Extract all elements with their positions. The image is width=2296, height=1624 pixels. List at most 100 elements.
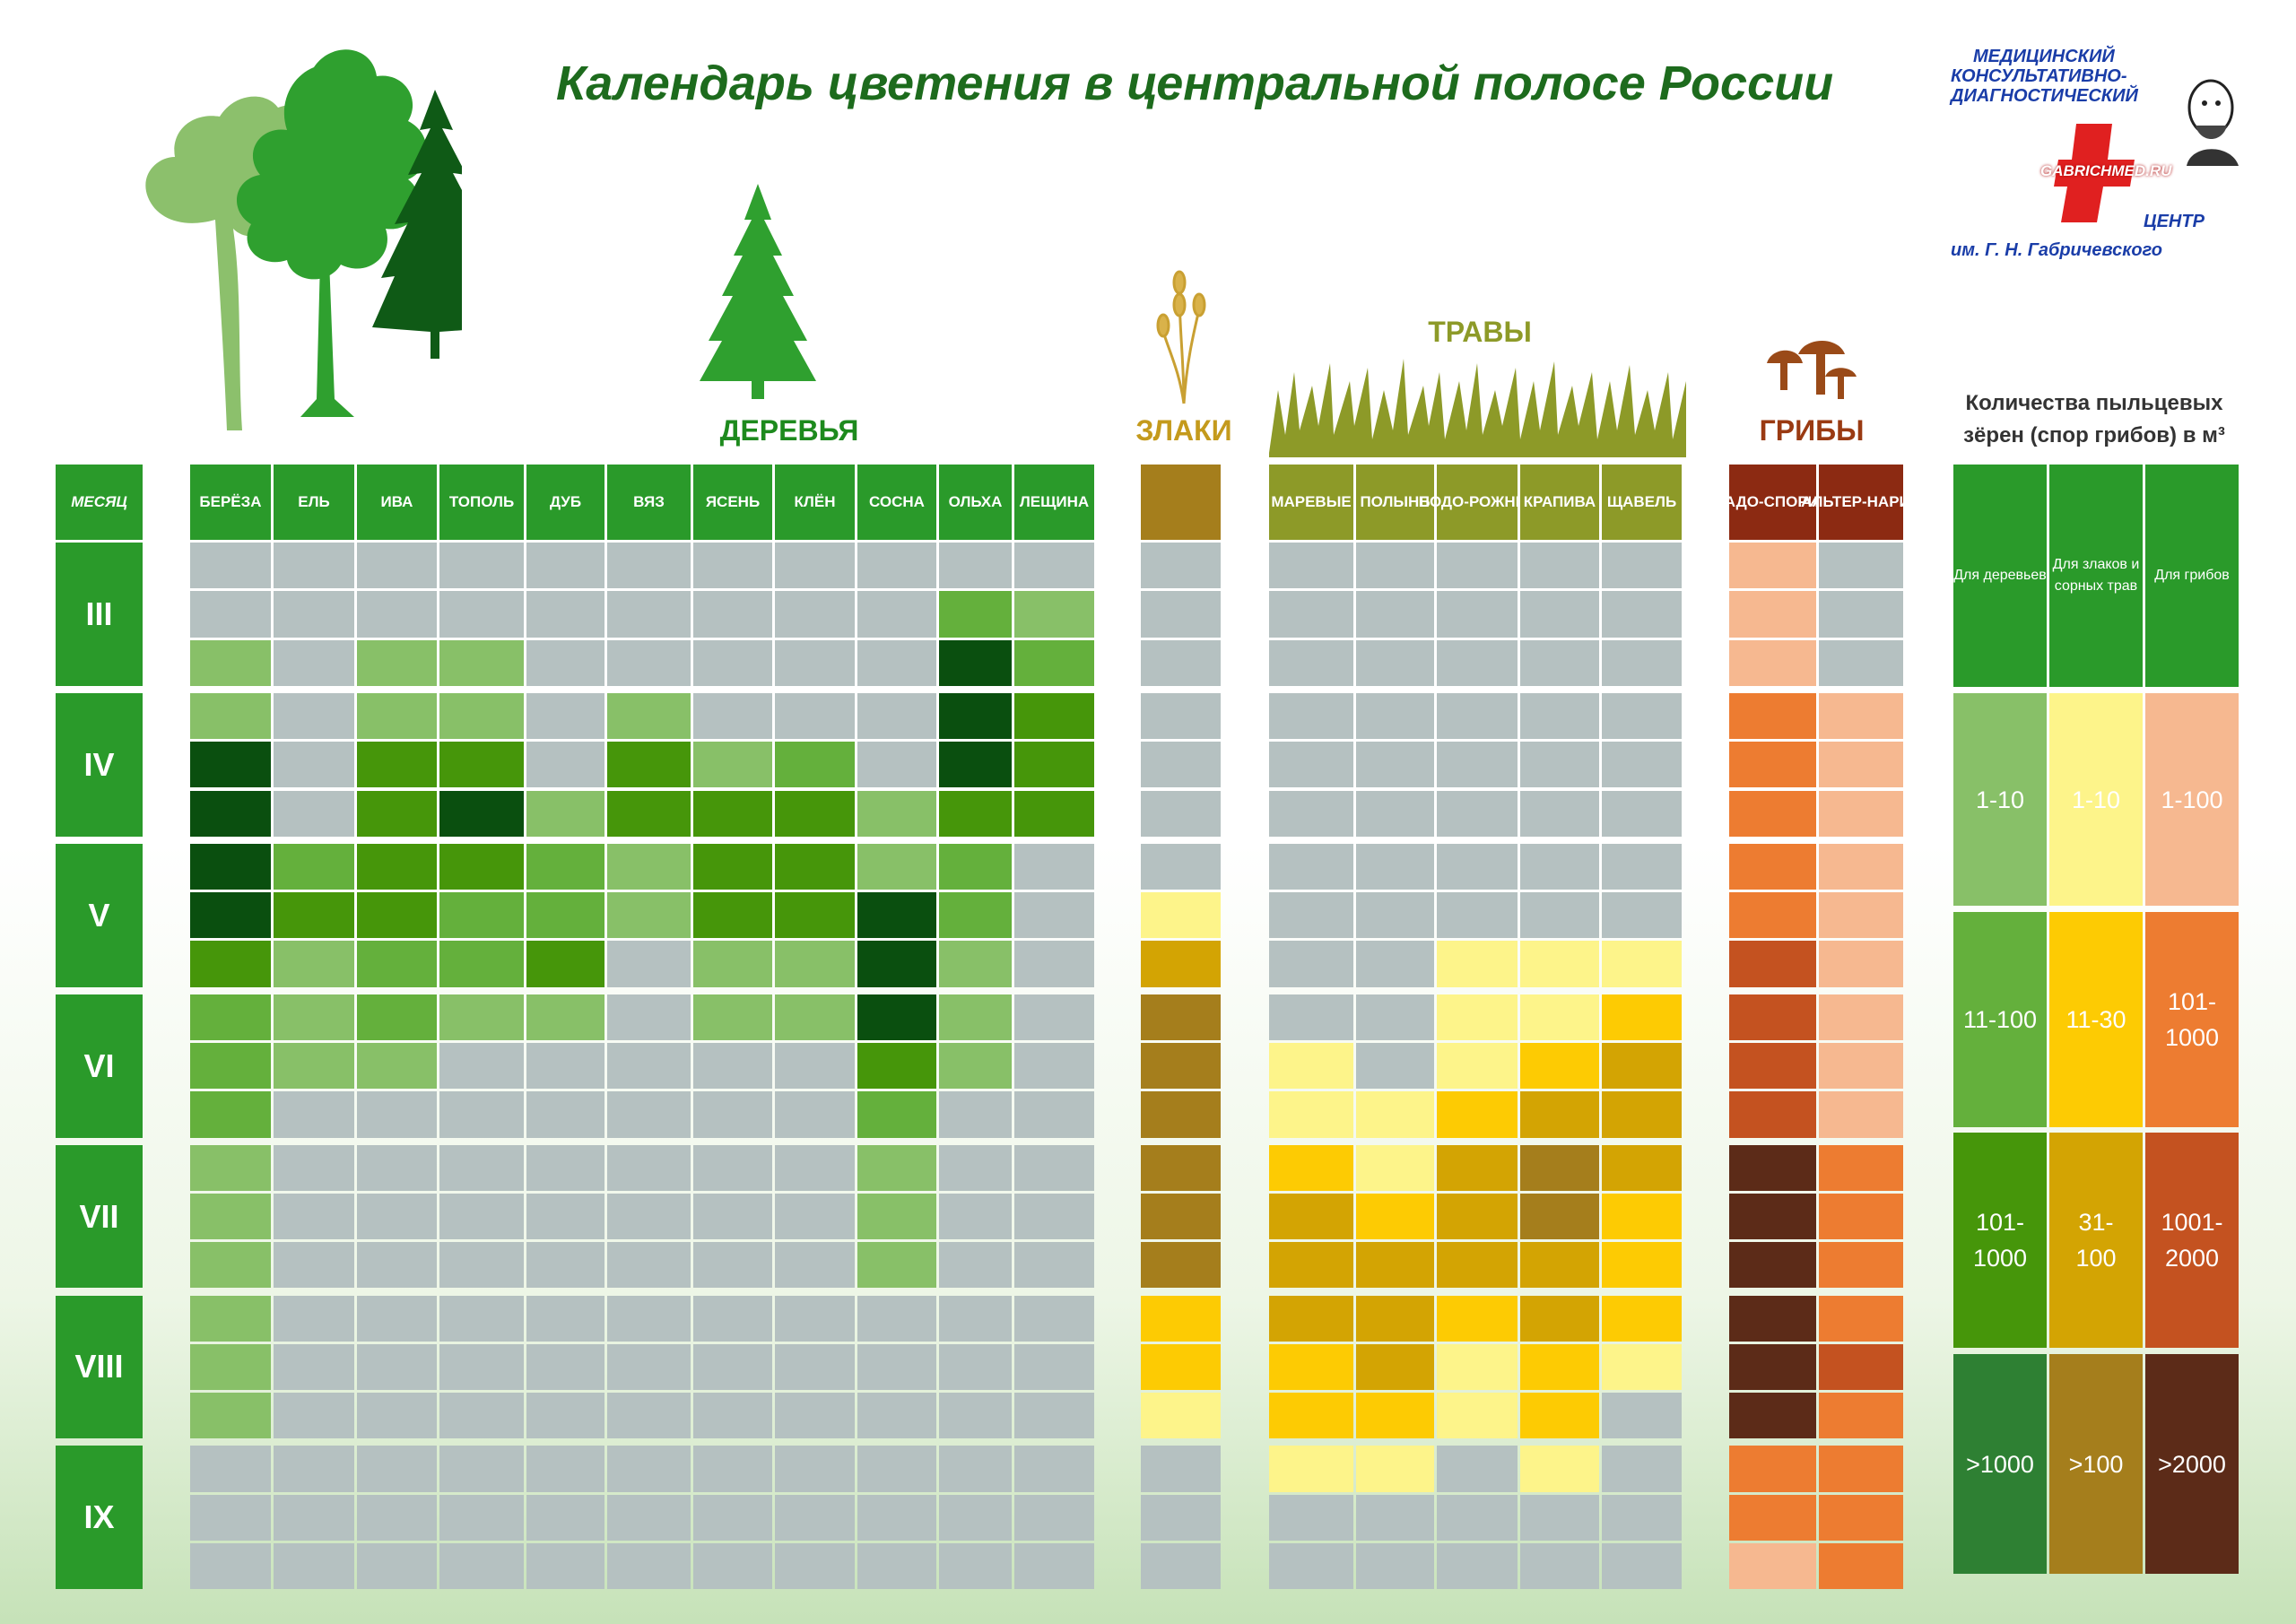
column-header: МАРЕВЫЕ xyxy=(1269,465,1353,540)
heatmap-cell xyxy=(857,1144,936,1191)
heatmap-cell xyxy=(190,591,271,638)
heatmap-cell xyxy=(775,543,855,589)
heatmap-cell xyxy=(526,591,604,638)
heatmap-cell xyxy=(1602,1543,1682,1590)
heatmap-cell xyxy=(939,1091,1012,1138)
heatmap-cell xyxy=(1141,1543,1221,1590)
heatmap-cell xyxy=(693,1193,772,1240)
heatmap-cell xyxy=(1729,994,1816,1040)
heatmap-cell xyxy=(1437,1446,1518,1492)
heatmap-cell xyxy=(1819,1144,1903,1191)
heatmap-cell xyxy=(939,1295,1012,1342)
heatmap-cell xyxy=(1014,1343,1094,1391)
heatmap-cell xyxy=(1729,1543,1816,1590)
heatmap-cell xyxy=(1729,1295,1816,1342)
heatmap-cell xyxy=(939,1343,1012,1391)
heatmap-cell xyxy=(607,1494,691,1541)
legend-cell: 11-100 xyxy=(1953,912,2047,1127)
red-cross-icon xyxy=(2054,124,2135,222)
heatmap-cell xyxy=(1520,892,1599,939)
heatmap-cell xyxy=(693,1494,772,1541)
heatmap-cell xyxy=(693,591,772,638)
heatmap-cell xyxy=(1729,892,1816,939)
heatmap-cell xyxy=(939,1144,1012,1191)
month-label: IX xyxy=(56,1446,143,1590)
heatmap-cell xyxy=(439,1144,524,1191)
heatmap-cell xyxy=(190,843,271,890)
heatmap-cell xyxy=(693,892,772,939)
heatmap-cell xyxy=(526,1393,604,1439)
heatmap-cell xyxy=(1520,1446,1599,1492)
wheat-icon xyxy=(1156,270,1206,404)
heatmap-cell xyxy=(939,1242,1012,1289)
heatmap-cell xyxy=(190,1091,271,1138)
heatmap-cell xyxy=(439,1494,524,1541)
heatmap-cell xyxy=(607,543,691,589)
heatmap-cell xyxy=(274,692,354,740)
heatmap-cell xyxy=(1356,591,1434,638)
heatmap-cell xyxy=(190,543,271,589)
month-label: IV xyxy=(56,692,143,837)
heatmap-cell xyxy=(1602,1343,1682,1391)
heatmap-cell xyxy=(1141,742,1221,788)
heatmap-cell xyxy=(526,892,604,939)
heatmap-cell xyxy=(1520,692,1599,740)
heatmap-cell xyxy=(526,790,604,837)
heatmap-cell xyxy=(1729,1043,1816,1090)
heatmap-cell xyxy=(775,742,855,788)
heatmap-cell xyxy=(1602,1193,1682,1240)
heatmap-cell xyxy=(1520,543,1599,589)
heatmap-cell xyxy=(439,543,524,589)
heatmap-cell xyxy=(190,1446,271,1492)
heatmap-cell xyxy=(526,543,604,589)
heatmap-cell xyxy=(1141,941,1221,987)
heatmap-cell xyxy=(607,1446,691,1492)
heatmap-cell xyxy=(1269,1091,1353,1138)
heatmap-cell xyxy=(1819,639,1903,686)
heatmap-cell xyxy=(857,790,936,837)
heatmap-cell xyxy=(190,1494,271,1541)
heatmap-cell xyxy=(1729,1446,1816,1492)
heatmap-cell xyxy=(1819,1494,1903,1541)
heatmap-cell xyxy=(439,790,524,837)
heatmap-cell xyxy=(190,1193,271,1240)
heatmap-cell xyxy=(526,1091,604,1138)
heatmap-cell xyxy=(1356,1446,1434,1492)
heatmap-cell xyxy=(357,1446,437,1492)
heatmap-cell xyxy=(439,994,524,1040)
legend-cell: 31- 100 xyxy=(2049,1133,2143,1348)
heatmap-cell xyxy=(1356,994,1434,1040)
heatmap-cell xyxy=(1014,941,1094,987)
heatmap-cell xyxy=(190,692,271,740)
heatmap-cell xyxy=(1437,1295,1518,1342)
heatmap-cell xyxy=(607,1295,691,1342)
heatmap-cell xyxy=(857,543,936,589)
heatmap-cell xyxy=(1269,1242,1353,1289)
heatmap-cell xyxy=(775,892,855,939)
heatmap-cell xyxy=(857,1494,936,1541)
heatmap-cell xyxy=(607,892,691,939)
heatmap-cell xyxy=(357,1543,437,1590)
heatmap-cell xyxy=(1729,543,1816,589)
heatmap-cell xyxy=(1437,1193,1518,1240)
heatmap-cell xyxy=(1014,892,1094,939)
heatmap-cell xyxy=(1014,1242,1094,1289)
legend-cell: 1-100 xyxy=(2145,693,2239,906)
heatmap-cell xyxy=(274,1494,354,1541)
month-label: III xyxy=(56,543,143,686)
heatmap-cell xyxy=(1356,1393,1434,1439)
heatmap-cell xyxy=(693,1543,772,1590)
heatmap-cell xyxy=(857,892,936,939)
heatmap-cell xyxy=(1602,790,1682,837)
heatmap-cell xyxy=(1437,639,1518,686)
grass-icon xyxy=(1269,359,1686,457)
column-header: ПОДО- РОЖНИК xyxy=(1419,465,1535,540)
heatmap-cell xyxy=(1014,1494,1094,1541)
heatmap-cell xyxy=(1520,790,1599,837)
heatmap-cell xyxy=(1819,1242,1903,1289)
heatmap-cell xyxy=(1014,639,1094,686)
heatmap-cell xyxy=(775,1043,855,1090)
heatmap-cell xyxy=(775,1091,855,1138)
heatmap-cell xyxy=(1729,1343,1816,1391)
heatmap-cell xyxy=(1520,1494,1599,1541)
